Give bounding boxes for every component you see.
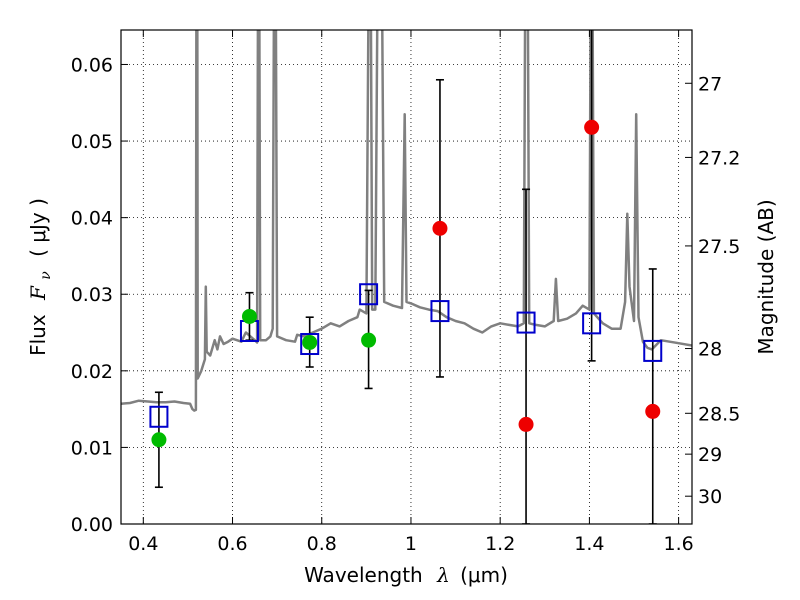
- spectrum-layer: [121, 30, 692, 412]
- y2-tick-label: 28: [698, 339, 722, 361]
- observed-flux-point: [584, 119, 600, 135]
- y-axis-label: Flux F ν ( μJy ): [26, 198, 55, 356]
- observed-flux-point: [361, 332, 377, 348]
- marker-layer: [149, 119, 663, 448]
- x-tick-label: 1.4: [574, 533, 604, 555]
- observed-flux-point: [645, 403, 661, 419]
- observed-flux-point: [302, 334, 318, 350]
- y2-tick-label: 27.5: [698, 236, 740, 258]
- x-tick-label: 0.6: [217, 533, 247, 555]
- x-axis-label-unit: (μm): [460, 563, 508, 587]
- y-tick-label: 0.00: [71, 514, 113, 536]
- y-tick-label: 0.06: [71, 54, 113, 76]
- observed-flux-point: [241, 308, 257, 324]
- y2-axis-label: Magnitude (AB): [754, 199, 778, 354]
- y-tick-label: 0.05: [71, 131, 113, 153]
- y-tick-label: 0.04: [71, 208, 113, 230]
- y-tick-label: 0.02: [71, 361, 113, 383]
- y2-tick-label: 29: [698, 444, 722, 466]
- x-tick-label: 0.4: [128, 533, 158, 555]
- y2-tick-label: 27.2: [698, 147, 740, 169]
- y-axis-label-symbol: F: [26, 285, 50, 301]
- x-axis-label-symbol: λ: [436, 563, 450, 587]
- x-axis-ticks: 0.4 0.6 0.8 1 1.2 1.4 1.6: [128, 30, 694, 555]
- x-axis-label: Wavelength λ (μm): [304, 563, 508, 587]
- model-photometry-square: [430, 300, 450, 323]
- observed-flux-point: [518, 416, 534, 432]
- x-tick-label: 1.6: [664, 533, 694, 555]
- y-tick-label: 0.01: [71, 437, 113, 459]
- spectrum-line: [121, 30, 692, 412]
- x-tick-label: 1.2: [485, 533, 515, 555]
- y-axis-ticks: 0.00 0.01 0.02 0.03 0.04 0.05 0.06: [71, 54, 128, 536]
- model-photometry-square: [300, 333, 320, 356]
- model-photometry-square: [516, 311, 536, 334]
- x-tick-label: 0.8: [307, 533, 337, 555]
- model-photometry-square: [359, 283, 379, 306]
- observed-flux-point: [151, 432, 167, 448]
- x-tick-label: 1: [405, 533, 417, 555]
- y-axis-label-subscript: ν: [38, 271, 54, 280]
- plot-frame: [120, 29, 693, 525]
- model-photometry-square: [582, 312, 602, 335]
- model-photometry-square: [643, 339, 663, 362]
- model-photometry-square: [149, 405, 169, 428]
- x-axis-label-text: Wavelength: [304, 563, 423, 587]
- y-axis-label-text: Flux: [26, 314, 50, 356]
- y2-tick-label: 27: [698, 73, 722, 95]
- y-axis-label-unit: ( μJy ): [26, 198, 50, 257]
- y2-tick-label: 30: [698, 486, 722, 508]
- observed-flux-point: [432, 220, 448, 236]
- y2-tick-label: 28.5: [698, 403, 740, 425]
- y-tick-label: 0.03: [71, 284, 113, 306]
- y2-axis-ticks: 27 27.2 27.5 28 28.5 29 30: [685, 73, 740, 508]
